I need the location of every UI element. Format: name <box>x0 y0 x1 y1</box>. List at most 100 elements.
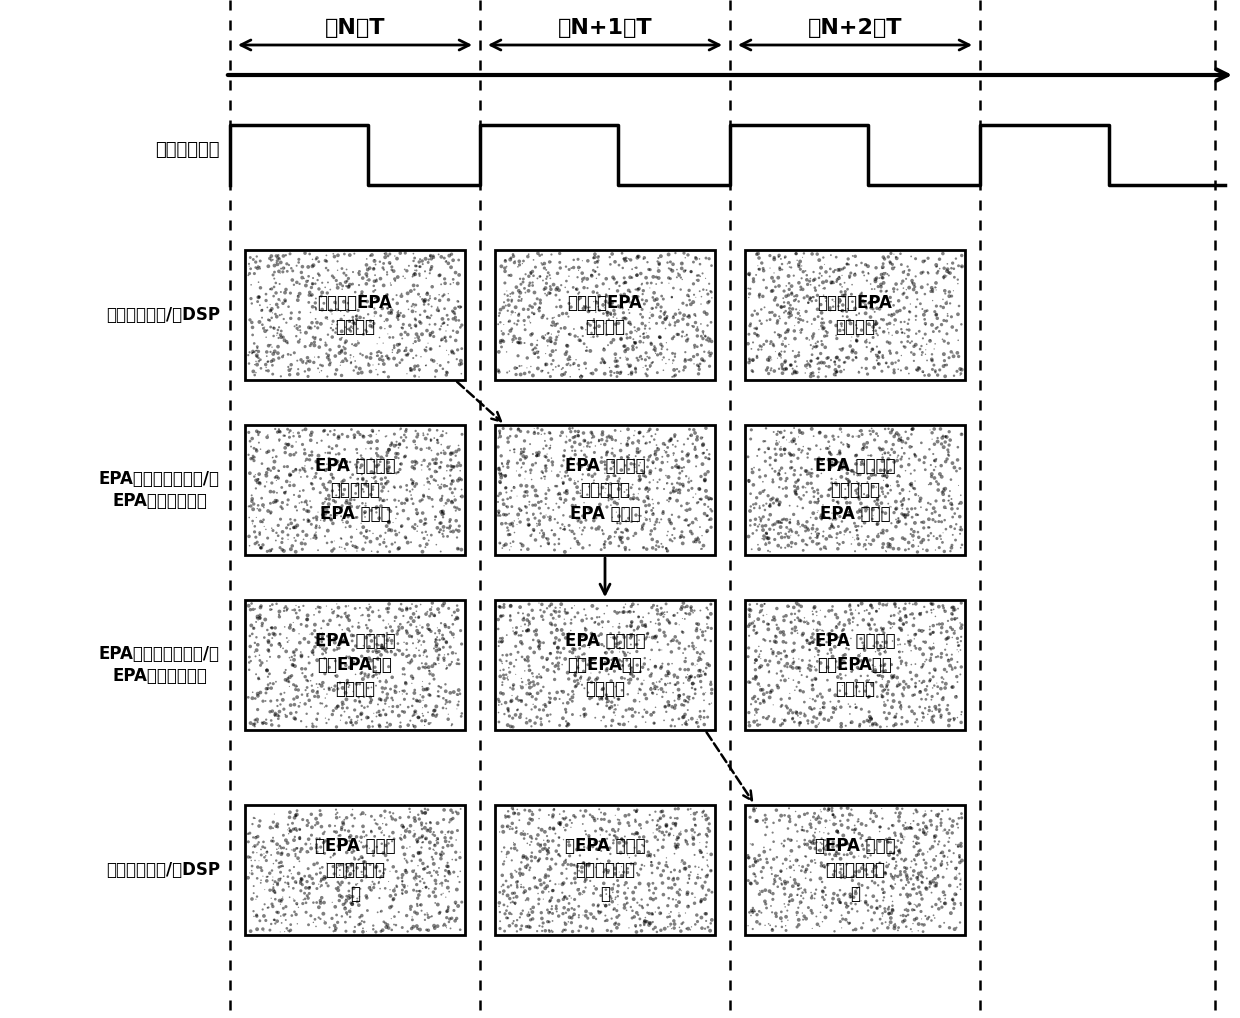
Point <box>290 830 310 846</box>
Point <box>434 596 454 612</box>
Point <box>489 488 508 504</box>
Point <box>670 905 689 921</box>
Point <box>611 845 631 861</box>
Point <box>655 303 675 320</box>
Point <box>813 884 833 900</box>
Point <box>418 286 438 302</box>
Point <box>422 432 441 448</box>
Point <box>433 488 453 504</box>
Point <box>626 719 646 735</box>
Bar <box>495 425 715 555</box>
Point <box>675 307 694 324</box>
Point <box>603 454 622 470</box>
Point <box>663 309 683 326</box>
Point <box>544 663 564 679</box>
Point <box>404 361 424 378</box>
Point <box>670 863 689 880</box>
Point <box>258 641 278 658</box>
Point <box>309 899 329 915</box>
Point <box>242 626 262 642</box>
Point <box>257 444 277 460</box>
Point <box>906 856 926 872</box>
Point <box>672 328 692 344</box>
Point <box>312 275 332 291</box>
Point <box>808 646 828 663</box>
Point <box>538 326 558 342</box>
Point <box>611 436 631 452</box>
Point <box>882 515 901 531</box>
Point <box>774 609 794 625</box>
Point <box>352 648 372 665</box>
Point <box>928 366 947 383</box>
Point <box>658 898 678 914</box>
Point <box>376 695 396 712</box>
Point <box>935 603 955 619</box>
Point <box>699 451 719 467</box>
Point <box>781 460 801 476</box>
Point <box>599 641 619 658</box>
Point <box>898 819 918 836</box>
Point <box>286 434 306 450</box>
Point <box>317 686 337 702</box>
Point <box>528 426 548 442</box>
Point <box>445 448 465 464</box>
Point <box>688 272 708 288</box>
Point <box>649 539 668 555</box>
Point <box>889 843 909 859</box>
Point <box>601 306 621 323</box>
Point <box>836 911 856 927</box>
Point <box>926 848 946 864</box>
Point <box>449 523 469 540</box>
Point <box>549 837 569 853</box>
Point <box>284 644 304 661</box>
Point <box>518 618 538 634</box>
Point <box>904 352 924 369</box>
Point <box>582 267 601 283</box>
Point <box>640 350 660 366</box>
Point <box>329 828 348 844</box>
Point <box>646 447 666 463</box>
Point <box>697 906 717 922</box>
Point <box>441 654 461 670</box>
Point <box>448 472 467 489</box>
Point <box>785 623 805 639</box>
Point <box>329 608 348 624</box>
Point <box>293 665 312 681</box>
Point <box>384 682 404 698</box>
Point <box>624 885 644 901</box>
Point <box>505 862 525 879</box>
Point <box>448 529 467 546</box>
Point <box>677 606 697 622</box>
Point <box>775 643 795 660</box>
Point <box>409 811 429 828</box>
Point <box>252 302 272 319</box>
Point <box>334 353 353 370</box>
Point <box>339 875 358 892</box>
Point <box>405 312 425 328</box>
Point <box>549 282 569 298</box>
Point <box>811 260 831 276</box>
Point <box>760 633 780 649</box>
Point <box>804 677 823 693</box>
Point <box>807 526 827 543</box>
Point <box>578 438 598 454</box>
Point <box>334 896 353 912</box>
Point <box>646 659 666 675</box>
Point <box>376 672 396 688</box>
Point <box>625 335 645 351</box>
Point <box>873 347 893 363</box>
Point <box>673 595 693 611</box>
Point <box>646 299 666 316</box>
Point <box>438 528 458 545</box>
Point <box>368 637 388 654</box>
Point <box>520 616 539 632</box>
Point <box>368 696 388 713</box>
Point <box>438 824 458 840</box>
Point <box>795 836 815 852</box>
Point <box>505 252 525 269</box>
Point <box>812 699 832 716</box>
Point <box>744 802 764 818</box>
Point <box>765 531 785 548</box>
Point <box>299 916 319 932</box>
Point <box>873 905 893 921</box>
